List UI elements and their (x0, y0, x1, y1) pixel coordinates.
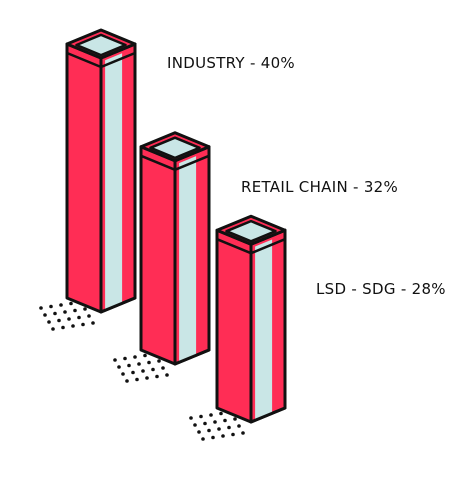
dot-shadow-industry (39, 300, 95, 331)
bar-industry (65, 28, 137, 314)
data-label-industry: INDUSTRY - 40% (167, 54, 295, 72)
bar-side-highlight (105, 53, 123, 311)
bar-side-highlight (179, 156, 197, 363)
bar-top-face (225, 219, 277, 243)
bar-top-face (149, 136, 201, 160)
data-label-lsd-sdg: LSD - SDG - 28% (316, 280, 446, 298)
bar-lsd-sdg (215, 214, 287, 424)
bar-side-highlight (255, 239, 273, 421)
bar-left-face (139, 145, 177, 366)
bar-top-face (75, 33, 127, 57)
bars-layer (65, 28, 287, 424)
bar-left-face (65, 42, 103, 314)
bar-left-face (215, 228, 253, 424)
bar-retail-chain (139, 131, 211, 366)
data-label-retail-chain: RETAIL CHAIN - 32% (241, 178, 398, 196)
labels-layer: INDUSTRY - 40% RETAIL CHAIN - 32% LSD - SD… (167, 54, 446, 298)
